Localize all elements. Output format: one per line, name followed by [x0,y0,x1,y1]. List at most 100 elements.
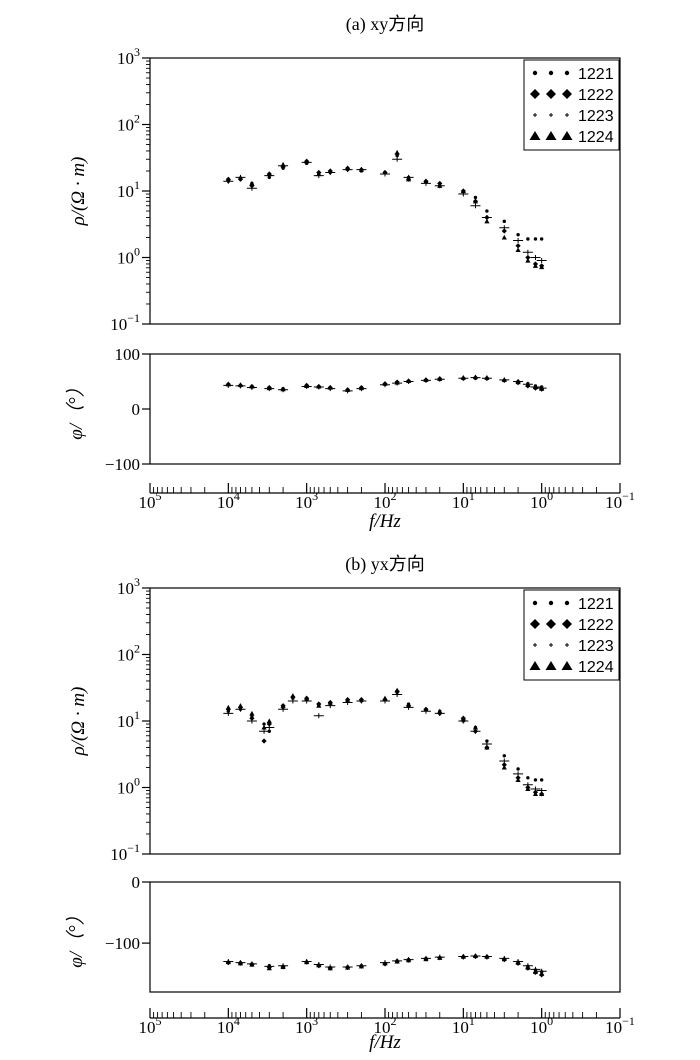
data-point [532,791,539,797]
legend-marker-diamond [562,89,572,99]
x-axis-label: f/Hz [369,511,401,532]
data-point [237,382,244,387]
legend-marker-triangle [561,661,573,670]
data-point [280,161,286,167]
x-axis-label: f/Hz [369,1032,401,1053]
legend-marker-plus [533,113,537,117]
data-point [316,703,322,708]
x-tick-label: 100 [530,489,553,512]
data-point [460,715,466,721]
legend: 1221 1222 1223 1224 [523,59,620,151]
data-point [526,776,530,780]
data-point [539,386,545,391]
y-tick-label: 102 [117,112,140,135]
data-point [501,228,507,234]
data-point [266,965,272,971]
data-point [522,249,533,255]
data-point [262,722,266,726]
data-point [261,724,267,730]
data-point [327,384,333,390]
legend-entry-1224: 1224 [529,129,614,146]
data-point [423,956,429,962]
data-point [358,166,365,172]
x-tick-label-exponent: 4 [234,1014,240,1028]
y-tick-label: −100 [105,934,140,953]
x-tick-label-mantissa: 10 [605,1018,622,1037]
legend-entry-1221: 1221 [532,66,614,83]
x-tick-label-exponent: 1 [469,1014,475,1028]
legend-marker-diamond [530,619,540,629]
data-point [472,953,479,959]
data-point [225,381,231,387]
data-point [259,728,270,734]
data-point [358,696,365,702]
x-tick-label-exponent: 1 [469,489,475,503]
data-point [502,754,506,758]
data-point [249,710,255,716]
data-point [382,695,388,701]
data-point [485,739,489,743]
data-point [280,964,286,970]
legend-label: 1222 [578,617,614,634]
data-point [249,180,255,186]
data-point [405,703,412,708]
data-point [530,255,541,260]
legend-label: 1223 [578,108,614,125]
data-point [237,703,244,708]
y-tick-label-mantissa: 10 [117,249,134,268]
x-tick-label-mantissa: 10 [217,1018,234,1037]
legend-marker-dot [564,600,570,606]
data-point [287,698,298,704]
data-point [525,786,531,792]
legend-marker-triangle [529,131,541,140]
data-point [539,791,545,797]
data-point [304,695,310,701]
y-tick-label-exponent: 0 [134,245,140,259]
data-point [382,960,388,966]
data-point [472,198,479,204]
data-point [394,149,400,155]
data-point [437,955,443,960]
x-tick-label-exponent: 3 [312,1014,318,1028]
legend-box [523,589,620,681]
data-point [327,168,333,174]
data-point [246,185,257,191]
x-tick-label: 104 [217,489,240,512]
data-point [484,744,490,750]
x-tick-label: 101 [452,489,475,512]
x-tick-label-exponent: 3 [312,489,318,503]
legend-marker-diamond [562,619,572,629]
data-point [539,237,544,241]
legend-box [523,59,620,151]
x-tick-label: 103 [295,489,318,512]
x-tick-label-mantissa: 10 [295,493,312,512]
y-axis-label: ρ/(Ω · m) [68,157,89,227]
x-tick-label-mantissa: 10 [139,493,156,512]
data-point [225,959,231,965]
x-tick-label: 103 [295,1014,318,1037]
y-tick-label: 10−1 [110,311,140,334]
data-point [249,961,255,967]
data-point [313,713,324,719]
data-point [525,382,531,387]
y-tick-label-exponent: 2 [134,112,140,126]
data-point [532,969,539,974]
legend-marker-plus [565,113,569,117]
data-point [345,964,351,970]
data-point [460,375,466,380]
x-tick-label: 105 [139,489,162,512]
legend-marker-dot [532,600,538,606]
y-tick-label-exponent: 2 [134,642,140,656]
data-point [382,169,388,175]
y-axis-label: φ/（°） [65,378,87,439]
data-point [246,718,257,724]
data-point [358,385,365,391]
data-point [539,971,545,976]
data-point [423,178,429,184]
x-tick-label: 100 [530,1014,553,1037]
data-point [249,715,255,721]
plot-frame [149,881,621,993]
data-point [267,729,271,734]
